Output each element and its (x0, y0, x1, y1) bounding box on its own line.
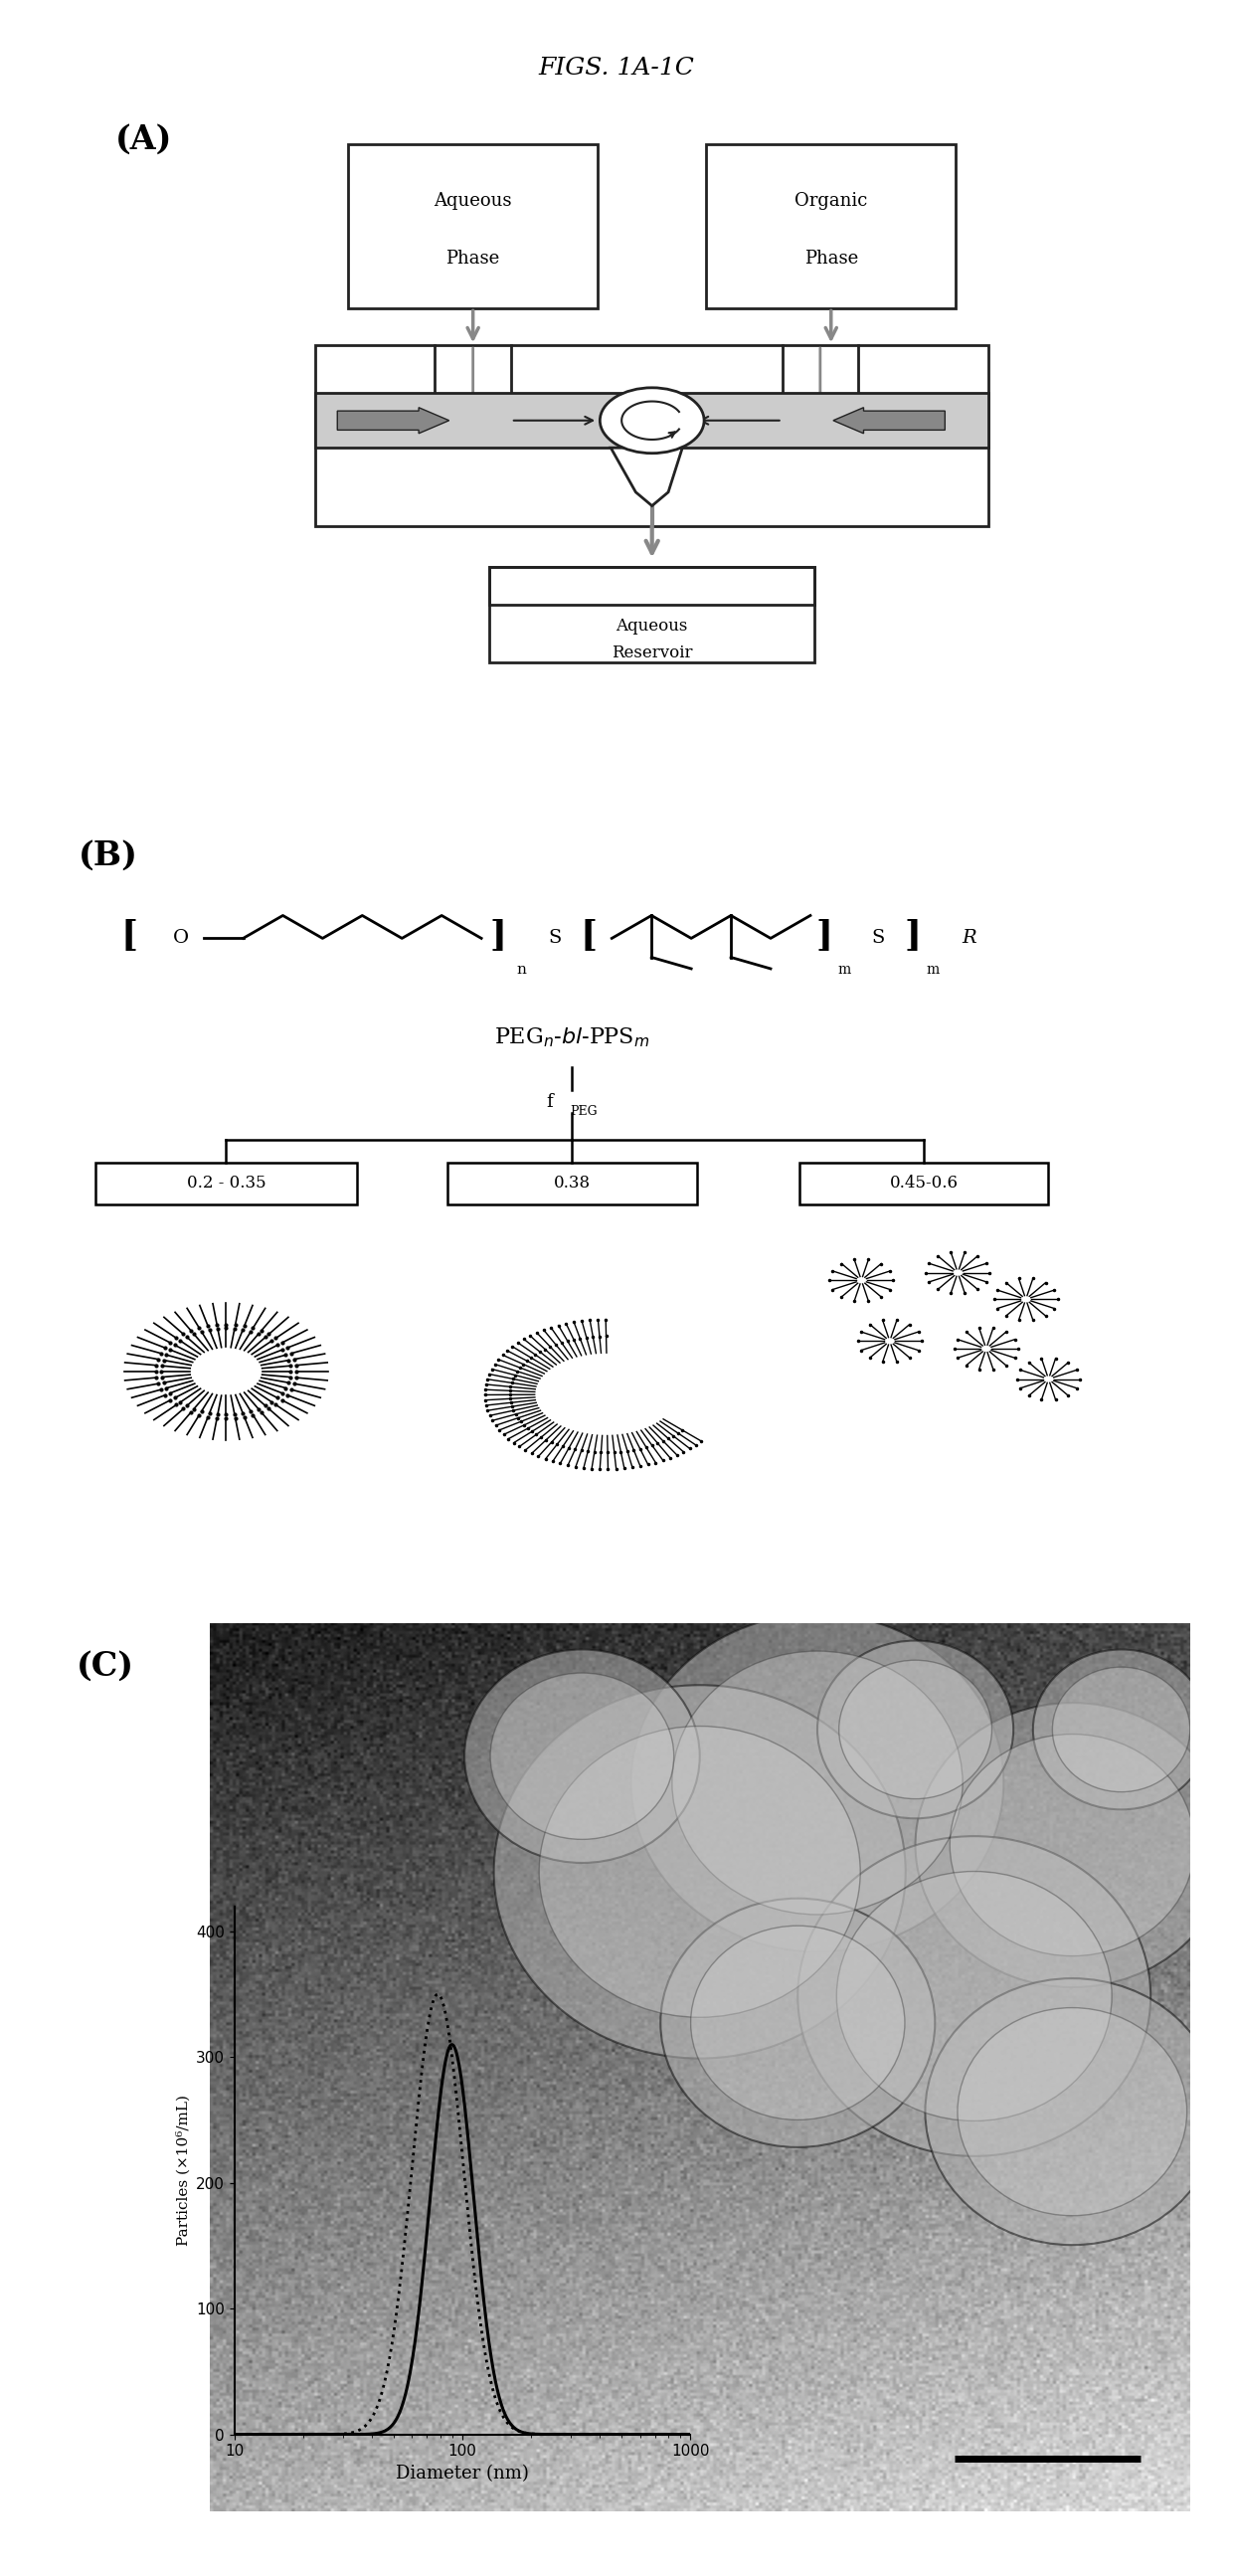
Circle shape (925, 1978, 1219, 2246)
Text: ]: ] (815, 917, 832, 951)
Circle shape (690, 1927, 905, 2120)
Text: Aqueous: Aqueous (434, 193, 512, 211)
Text: 0.38: 0.38 (554, 1175, 591, 1193)
FancyBboxPatch shape (799, 1162, 1048, 1206)
Text: Reservoir: Reservoir (612, 644, 693, 662)
FancyBboxPatch shape (316, 345, 989, 526)
FancyBboxPatch shape (96, 1162, 356, 1206)
Text: PEG: PEG (570, 1105, 597, 1118)
Circle shape (491, 1672, 674, 1839)
Circle shape (1053, 1667, 1190, 1793)
FancyBboxPatch shape (316, 394, 989, 448)
Text: Organic: Organic (794, 193, 868, 211)
Circle shape (600, 389, 704, 453)
Polygon shape (610, 448, 682, 505)
Text: S: S (549, 930, 562, 948)
Text: (C): (C) (76, 1649, 134, 1682)
Circle shape (465, 1649, 700, 1862)
Text: FIGS. 1A-1C: FIGS. 1A-1C (539, 57, 694, 80)
FancyArrow shape (338, 407, 449, 433)
Circle shape (915, 1703, 1229, 1986)
Text: O: O (173, 930, 189, 948)
Circle shape (1033, 1649, 1210, 1808)
Text: S: S (872, 930, 885, 948)
Circle shape (672, 1651, 963, 1914)
FancyBboxPatch shape (448, 1162, 697, 1206)
FancyBboxPatch shape (348, 144, 598, 309)
Text: ]: ] (904, 917, 921, 951)
Circle shape (539, 1726, 861, 2017)
Circle shape (661, 1899, 935, 2148)
FancyBboxPatch shape (707, 144, 956, 309)
Text: (A): (A) (115, 124, 171, 157)
Text: f: f (546, 1092, 552, 1110)
Circle shape (631, 1615, 1004, 1953)
Circle shape (798, 1837, 1150, 2156)
Circle shape (494, 1685, 905, 2058)
Text: m: m (837, 963, 851, 976)
Text: (B): (B) (79, 840, 138, 873)
Circle shape (836, 1870, 1112, 2120)
FancyArrow shape (834, 407, 944, 433)
Circle shape (958, 2007, 1187, 2215)
Text: R: R (962, 930, 977, 948)
Text: m: m (926, 963, 940, 976)
Text: 0.45-0.6: 0.45-0.6 (889, 1175, 958, 1193)
Circle shape (817, 1641, 1014, 1819)
Circle shape (949, 1734, 1195, 1955)
FancyBboxPatch shape (490, 567, 815, 662)
Text: 0.2 - 0.35: 0.2 - 0.35 (186, 1175, 266, 1193)
Text: [: [ (121, 917, 138, 951)
Text: [: [ (581, 917, 598, 951)
Text: Phase: Phase (446, 250, 499, 268)
Circle shape (838, 1659, 991, 1798)
Text: PEG$_n$-$\it{bl}$-PPS$_m$: PEG$_n$-$\it{bl}$-PPS$_m$ (494, 1025, 650, 1048)
Text: ]: ] (490, 917, 507, 951)
Text: n: n (517, 963, 526, 976)
Text: Phase: Phase (804, 250, 858, 268)
X-axis label: Diameter (nm): Diameter (nm) (396, 2465, 529, 2483)
Text: Aqueous: Aqueous (616, 618, 688, 634)
Y-axis label: Particles (×10⁶/mL): Particles (×10⁶/mL) (176, 2094, 190, 2246)
